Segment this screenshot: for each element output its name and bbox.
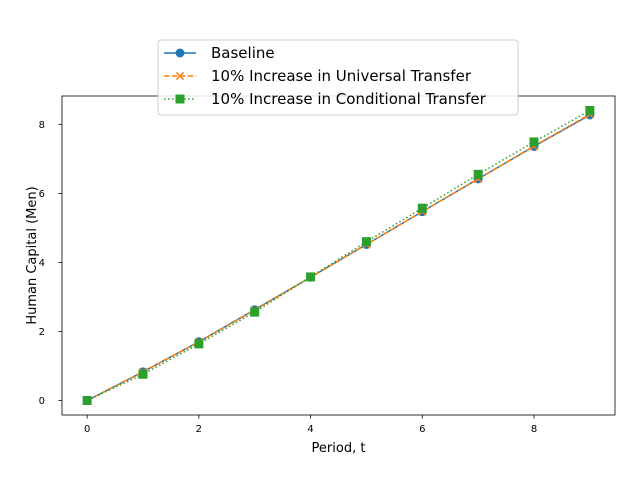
x-tick-label: 4 — [307, 424, 313, 435]
legend-marker — [175, 94, 185, 104]
x-axis: 0 2 4 6 8 — [84, 415, 537, 435]
data-point — [194, 339, 204, 349]
legend-label: Baseline — [211, 44, 275, 62]
y-tick-label: 8 — [39, 120, 45, 131]
legend-entry-1: Baseline — [164, 44, 275, 62]
x-axis-label: Period, t — [312, 441, 366, 456]
legend-entry-3: 10% Increase in Conditional Transfer — [164, 90, 487, 108]
series-layer — [82, 106, 595, 405]
data-point — [473, 169, 483, 179]
x-tick-label: 8 — [531, 424, 537, 435]
legend-entry-2: 10% Increase in Universal Transfer — [164, 67, 472, 85]
series-3 — [82, 106, 595, 405]
data-point — [585, 106, 595, 115]
y-tick-label: 4 — [39, 258, 45, 269]
y-tick-label: 0 — [39, 396, 45, 407]
series-line — [86, 109, 591, 402]
legend-label: 10% Increase in Universal Transfer — [211, 67, 472, 85]
x-tick-label: 6 — [419, 424, 425, 435]
data-point — [138, 369, 148, 379]
y-axis-label: Human Capital (Men) — [25, 186, 40, 324]
x-tick-label: 2 — [196, 424, 202, 435]
series-2 — [83, 110, 594, 405]
series-1 — [82, 110, 595, 405]
legend-marker — [175, 71, 185, 81]
y-tick-label: 2 — [39, 327, 45, 338]
data-point — [306, 272, 316, 282]
data-point — [417, 203, 427, 213]
data-point — [250, 307, 260, 317]
data-point — [361, 237, 371, 247]
legend-label: 10% Increase in Conditional Transfer — [211, 90, 487, 108]
y-axis: 0 2 4 6 8 — [39, 120, 62, 407]
series-line — [86, 113, 591, 402]
legend-box — [157, 39, 519, 116]
x-tick-label: 0 — [84, 424, 90, 435]
data-point — [82, 396, 92, 405]
data-point — [529, 137, 539, 147]
legend-marker — [175, 48, 185, 58]
legend: Baseline 10% Increase in Universal Transf… — [157, 39, 519, 116]
y-tick-label: 6 — [39, 189, 45, 200]
